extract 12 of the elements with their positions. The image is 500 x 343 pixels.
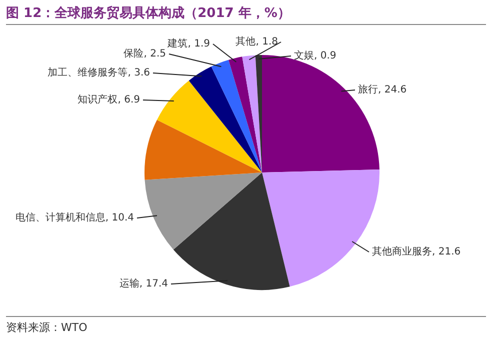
slice-label: 运输, 17.4 (119, 278, 168, 290)
slice-label: 加工、维修服务等, 3.6 (48, 66, 150, 79)
slice-label: 旅行, 24.6 (358, 84, 407, 96)
slice-label: 知识产权, 6.9 (78, 94, 140, 106)
slice-label: 其他, 1.8 (236, 36, 278, 48)
slice-label: 其他商业服务, 21.6 (372, 246, 461, 258)
slice-label: 文娱, 0.9 (294, 50, 336, 62)
slice-label: 建筑, 1.9 (166, 38, 210, 50)
text: 资料来源：WTO (6, 320, 88, 335)
chart-title: 图 12：全球服务贸易具体构成（2017 年，%） (6, 4, 290, 22)
slice-label: 电信、计算机和信息, 10.4 (15, 212, 134, 224)
slice-label: 保险, 2.5 (124, 48, 166, 60)
